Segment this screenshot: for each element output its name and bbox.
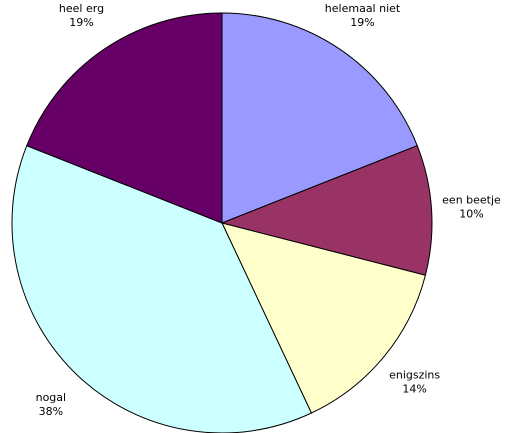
slice-label: een beetje — [442, 193, 501, 206]
pie-slice — [221, 12, 418, 224]
pie-slice — [11, 145, 313, 433]
slice-value-label: 19% — [350, 16, 374, 29]
slice-value-label: 14% — [402, 382, 426, 395]
slice-value-label: 38% — [39, 405, 63, 418]
slice-label: enigszins — [389, 368, 440, 381]
slice-value-label: 19% — [69, 16, 93, 29]
pie-slice — [26, 12, 223, 224]
slice-value-label: 10% — [459, 207, 483, 220]
slice-label: helemaal niet — [325, 2, 401, 15]
slice-label: heel erg — [59, 2, 104, 15]
slice-label: nogal — [36, 391, 66, 404]
pie-slice — [221, 222, 427, 414]
pie-slice — [220, 145, 433, 276]
